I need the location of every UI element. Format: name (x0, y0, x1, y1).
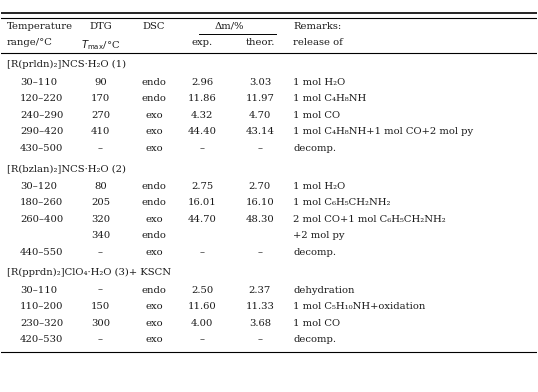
Text: 11.97: 11.97 (245, 94, 274, 103)
Text: 16.10: 16.10 (245, 198, 274, 207)
Text: 1 mol CO: 1 mol CO (293, 111, 340, 120)
Text: –: – (98, 248, 103, 257)
Text: 230–320: 230–320 (20, 319, 63, 328)
Text: 44.40: 44.40 (188, 127, 217, 136)
Text: exo: exo (145, 319, 162, 328)
Text: –: – (200, 248, 204, 257)
Text: endo: endo (141, 94, 166, 103)
Text: 410: 410 (91, 127, 110, 136)
Text: 180–260: 180–260 (20, 198, 63, 207)
Text: 30–120: 30–120 (20, 181, 57, 191)
Text: DTG: DTG (89, 22, 112, 31)
Text: –: – (200, 335, 204, 344)
Text: 80: 80 (94, 181, 107, 191)
Text: [R(prldn)₂]NCS·H₂O (1): [R(prldn)₂]NCS·H₂O (1) (7, 60, 126, 69)
Text: 1 mol C₄H₈NH: 1 mol C₄H₈NH (293, 94, 366, 103)
Text: –: – (257, 144, 263, 153)
Text: 420–530: 420–530 (20, 335, 63, 344)
Text: 2.37: 2.37 (249, 285, 271, 294)
Text: 4.70: 4.70 (249, 111, 271, 120)
Text: 110–200: 110–200 (20, 302, 63, 311)
Text: exp.: exp. (192, 38, 213, 47)
Text: 260–400: 260–400 (20, 215, 63, 224)
Text: 2.75: 2.75 (191, 181, 213, 191)
Text: 30–110: 30–110 (20, 285, 57, 294)
Text: 1 mol H₂O: 1 mol H₂O (293, 78, 345, 87)
Text: theor.: theor. (245, 38, 274, 47)
Text: decomp.: decomp. (293, 248, 336, 257)
Text: 11.86: 11.86 (188, 94, 216, 103)
Text: 150: 150 (91, 302, 110, 311)
Text: 11.33: 11.33 (245, 302, 274, 311)
Text: DSC: DSC (143, 22, 165, 31)
Text: 170: 170 (91, 94, 110, 103)
Text: 205: 205 (91, 198, 110, 207)
Text: 290–420: 290–420 (20, 127, 63, 136)
Text: exo: exo (145, 248, 162, 257)
Text: –: – (98, 335, 103, 344)
Text: 120–220: 120–220 (20, 94, 63, 103)
Text: 1 mol C₄H₈NH+1 mol CO+2 mol py: 1 mol C₄H₈NH+1 mol CO+2 mol py (293, 127, 473, 136)
Text: 300: 300 (91, 319, 110, 328)
Text: Δm/%: Δm/% (215, 22, 244, 31)
Text: endo: endo (141, 198, 166, 207)
Text: 43.14: 43.14 (245, 127, 274, 136)
Text: 3.03: 3.03 (249, 78, 271, 87)
Text: 270: 270 (91, 111, 110, 120)
Text: 16.01: 16.01 (188, 198, 216, 207)
Text: release of: release of (293, 38, 343, 47)
Text: –: – (98, 144, 103, 153)
Text: Temperature: Temperature (7, 22, 73, 31)
Text: 2 mol CO+1 mol C₆H₅CH₂NH₂: 2 mol CO+1 mol C₆H₅CH₂NH₂ (293, 215, 446, 224)
Text: 4.00: 4.00 (191, 319, 213, 328)
Text: 48.30: 48.30 (245, 215, 274, 224)
Text: 4.32: 4.32 (191, 111, 213, 120)
Text: 90: 90 (94, 78, 107, 87)
Text: dehydration: dehydration (293, 285, 355, 294)
Text: 2.96: 2.96 (191, 78, 213, 87)
Text: 340: 340 (91, 231, 110, 240)
Text: exo: exo (145, 144, 162, 153)
Text: [R(pprdn)₂]ClO₄·H₂O (3)+ KSCN: [R(pprdn)₂]ClO₄·H₂O (3)+ KSCN (7, 268, 171, 277)
Text: endo: endo (141, 285, 166, 294)
Text: endo: endo (141, 78, 166, 87)
Text: [R(bzlan)₂]NCS·H₂O (2): [R(bzlan)₂]NCS·H₂O (2) (7, 164, 126, 173)
Text: –: – (257, 335, 263, 344)
Text: endo: endo (141, 231, 166, 240)
Text: 3.68: 3.68 (249, 319, 271, 328)
Text: +2 mol py: +2 mol py (293, 231, 344, 240)
Text: 1 mol C₆H₅CH₂NH₂: 1 mol C₆H₅CH₂NH₂ (293, 198, 391, 207)
Text: –: – (200, 144, 204, 153)
Text: 320: 320 (91, 215, 110, 224)
Text: exo: exo (145, 335, 162, 344)
Text: exo: exo (145, 302, 162, 311)
Text: 430–500: 430–500 (20, 144, 63, 153)
Text: exo: exo (145, 127, 162, 136)
Text: 2.50: 2.50 (191, 285, 213, 294)
Text: 440–550: 440–550 (20, 248, 63, 257)
Text: 11.60: 11.60 (188, 302, 216, 311)
Text: exo: exo (145, 111, 162, 120)
Text: –: – (98, 285, 103, 294)
Text: –: – (257, 248, 263, 257)
Text: endo: endo (141, 181, 166, 191)
Text: 30–110: 30–110 (20, 78, 57, 87)
Text: decomp.: decomp. (293, 144, 336, 153)
Text: Remarks:: Remarks: (293, 22, 341, 31)
Text: exo: exo (145, 215, 162, 224)
Text: decomp.: decomp. (293, 335, 336, 344)
Text: 240–290: 240–290 (20, 111, 63, 120)
Text: 1 mol C₅H₁₀NH+oxidation: 1 mol C₅H₁₀NH+oxidation (293, 302, 426, 311)
Text: 44.70: 44.70 (188, 215, 216, 224)
Text: 2.70: 2.70 (249, 181, 271, 191)
Text: 1 mol CO: 1 mol CO (293, 319, 340, 328)
Text: range/°C: range/°C (7, 38, 53, 47)
Text: $T_{\mathrm{max}}$/°C: $T_{\mathrm{max}}$/°C (81, 38, 120, 52)
Text: 1 mol H₂O: 1 mol H₂O (293, 181, 345, 191)
